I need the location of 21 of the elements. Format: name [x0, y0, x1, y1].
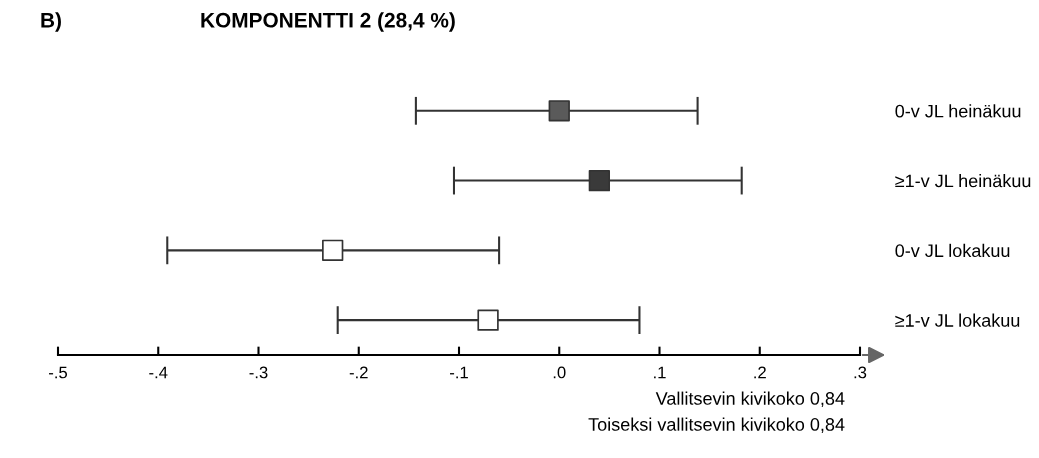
- text: B): [41, 12, 61, 32]
- point: [548, 100, 570, 122]
- chart-title: KOMPONENTTI 2 (28,4 %): [201, 12, 455, 32]
- text: Toiseksi vallitsevin kivikoko 0,84: [588, 417, 845, 433]
- point: [322, 239, 344, 262]
- x-tick-label: .2: [754, 366, 766, 379]
- point: [477, 309, 499, 331]
- y-tick-label: ≥1-v JL heinäkuu: [895, 174, 1031, 188]
- text: Vallitsevin kivikoko 0,84: [655, 391, 845, 407]
- x-tick-label: -.4: [149, 366, 168, 379]
- x-tick-label: .1: [654, 366, 666, 379]
- y-tick-label: 0-v JL heinäkuu: [895, 104, 1021, 118]
- x-tick-label: -.5: [49, 366, 68, 379]
- x-tick-label: .0: [553, 366, 566, 379]
- point: [588, 169, 611, 192]
- x-tick-label: -.1: [450, 366, 468, 379]
- x-tick-label: .3: [854, 366, 867, 379]
- y-tick-label: ≥1-v JL lokakuu: [895, 313, 1020, 327]
- y-tick-label: 0-v JL lokakuu: [895, 243, 1010, 258]
- x-tick-label: -.3: [249, 366, 268, 379]
- x-tick-label: -.2: [349, 366, 368, 379]
